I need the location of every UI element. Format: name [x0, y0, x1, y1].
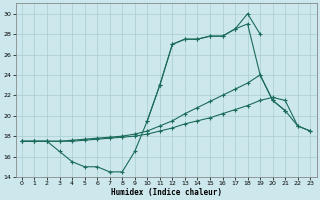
X-axis label: Humidex (Indice chaleur): Humidex (Indice chaleur): [111, 188, 221, 197]
